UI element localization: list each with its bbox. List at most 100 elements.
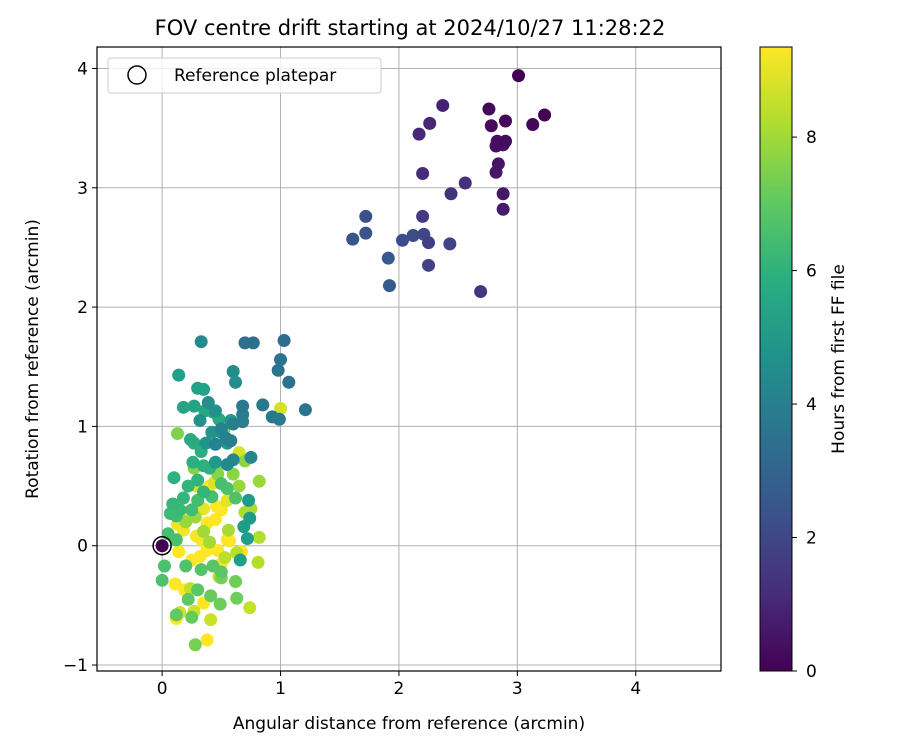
data-point [412, 127, 426, 141]
data-point [171, 427, 185, 441]
data-point [204, 613, 218, 627]
x-axis-label: Angular distance from reference (arcmin) [233, 714, 585, 734]
data-point [496, 202, 510, 216]
data-point [226, 365, 240, 379]
data-point [496, 187, 510, 201]
x-tick-label: 1 [275, 679, 286, 699]
data-point [229, 491, 243, 505]
data-point [199, 436, 213, 450]
y-tick-label: 1 [77, 417, 88, 437]
data-point [444, 187, 458, 201]
chart-title: FOV centre drift starting at 2024/10/27 … [155, 16, 666, 40]
y-tick-label: 4 [77, 59, 88, 79]
x-tick-label: 4 [630, 679, 641, 699]
colorbar-tick-label: 6 [806, 262, 817, 282]
data-point [277, 334, 291, 348]
data-point [221, 523, 235, 537]
data-point [172, 368, 186, 382]
data-point [416, 209, 430, 223]
data-point [443, 237, 457, 251]
data-point [191, 473, 205, 487]
data-point [422, 258, 436, 272]
data-point [184, 433, 198, 447]
data-point [359, 209, 373, 223]
data-point [200, 633, 214, 647]
data-point [422, 236, 436, 250]
data-point [187, 399, 201, 413]
data-point [538, 108, 552, 122]
data-point [230, 591, 244, 605]
data-point [423, 116, 437, 130]
data-point [220, 533, 234, 547]
data-point [185, 503, 199, 517]
data-point [155, 573, 169, 587]
data-point [191, 381, 205, 395]
data-point [233, 553, 247, 567]
plot-area-frame [96, 46, 722, 672]
reference-marker [152, 535, 172, 556]
colorbar-gradient [759, 46, 793, 672]
data-point [213, 597, 227, 611]
data-point [229, 575, 243, 589]
data-point [243, 511, 257, 525]
data-point [172, 545, 186, 559]
data-point [167, 471, 181, 485]
colorbar-tick-label: 4 [806, 395, 817, 415]
y-tick-label: 3 [77, 179, 88, 199]
data-point [474, 285, 488, 299]
data-point [274, 353, 288, 367]
data-point [482, 102, 496, 116]
data-point [226, 467, 240, 481]
data-point [244, 450, 258, 464]
data-point [395, 233, 409, 247]
data-point [206, 559, 220, 573]
colorbar-label: Hours from first FF file [829, 264, 849, 454]
colorbar-tick-label: 2 [806, 529, 817, 549]
data-points [155, 69, 552, 652]
data-point [208, 455, 222, 469]
data-point [194, 335, 208, 349]
colorbar-tick-label: 0 [806, 662, 817, 682]
x-tick-label: 2 [394, 679, 405, 699]
data-point [265, 410, 279, 424]
data-point [197, 459, 211, 473]
data-point [166, 497, 180, 511]
data-point [176, 491, 190, 505]
colorbar-ticks: 0 2 4 6 8 [792, 128, 817, 682]
data-point [236, 399, 250, 413]
data-point [214, 477, 228, 491]
data-point [381, 251, 395, 265]
reference-point-ring [152, 535, 172, 556]
data-point [186, 455, 200, 469]
data-point [458, 176, 472, 190]
data-point [298, 403, 312, 417]
data-point [169, 608, 183, 622]
data-point [232, 479, 246, 493]
data-point [271, 363, 285, 377]
data-point [484, 119, 498, 133]
data-point [188, 638, 202, 652]
x-tick-label: 0 [157, 679, 168, 699]
x-tick-label: 3 [512, 679, 523, 699]
data-point [157, 559, 171, 573]
data-point [243, 601, 257, 615]
data-point [242, 493, 256, 507]
data-point [282, 375, 296, 389]
data-point [406, 229, 420, 243]
legend-box [107, 57, 382, 94]
reference-point-fill [155, 539, 169, 553]
data-point [252, 474, 266, 488]
y-tick-label: 0 [77, 537, 88, 557]
data-point [359, 226, 373, 240]
data-point [499, 134, 513, 148]
data-point [224, 434, 238, 448]
data-point [204, 589, 218, 603]
data-point [512, 69, 526, 83]
y-axis-label: Rotation from reference (arcmin) [23, 219, 43, 499]
data-point [526, 118, 540, 132]
data-point [229, 375, 243, 389]
data-point [238, 336, 252, 350]
data-point [194, 563, 208, 577]
data-point [197, 485, 211, 499]
